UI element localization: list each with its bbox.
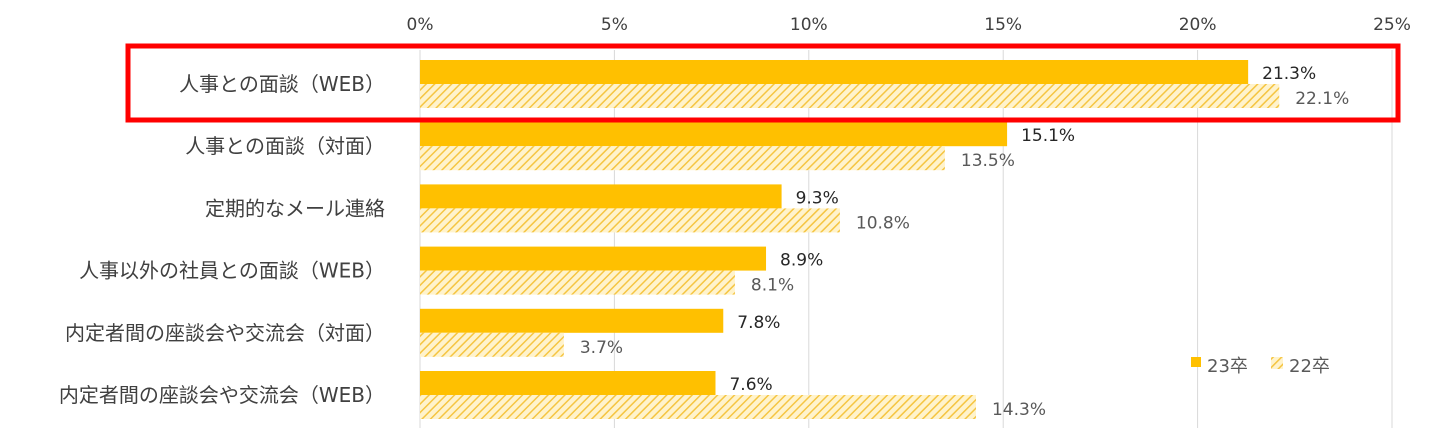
legend-swatch-23: [1191, 357, 1201, 367]
legend-swatch-22: [1271, 357, 1283, 369]
data-label-23: 9.3%: [796, 188, 839, 208]
tick-label: 25%: [1373, 15, 1411, 35]
legend-label-22: 22卒: [1289, 356, 1330, 377]
tick-label: 0%: [407, 15, 434, 35]
bar-22: [420, 84, 1280, 108]
bar-22: [420, 395, 976, 419]
category-label: 定期的なメール連絡: [205, 196, 385, 220]
legend: 23卒 22卒: [1191, 356, 1330, 377]
category-label: 人事との面談（対面）: [185, 134, 385, 158]
bar-23: [420, 122, 1008, 147]
data-label-22: 3.7%: [580, 338, 623, 358]
highlight-box: [125, 43, 1401, 123]
data-label-23: 8.9%: [780, 251, 823, 271]
bar-23: [420, 246, 767, 271]
bar-23: [420, 60, 1249, 84]
category-label: 人事との面談（WEB）: [179, 72, 385, 96]
data-label-23: 7.8%: [737, 313, 780, 333]
data-label-22: 10.8%: [856, 213, 910, 233]
data-label-22: 8.1%: [751, 276, 794, 296]
bars: [420, 60, 1280, 419]
data-label-22: 22.1%: [1295, 89, 1349, 109]
bar-23: [420, 184, 782, 209]
bar-22: [420, 146, 945, 171]
legend-label-23: 23卒: [1207, 356, 1248, 377]
bar-22: [420, 332, 564, 357]
bar-22: [420, 270, 735, 295]
data-label-23: 7.6%: [729, 375, 772, 395]
data-label-22: 13.5%: [961, 151, 1015, 171]
category-label: 内定者間の座談会や交流会（対面）: [65, 321, 385, 345]
bar-23: [420, 308, 724, 333]
category-label: 内定者間の座談会や交流会（WEB）: [59, 383, 385, 407]
data-labels: 21.3% 22.1% 15.1% 13.5% 9.3% 10.8% 8.9% 8.1% 7.8…: [580, 64, 1349, 420]
category-labels: 人事との面談（WEB） 人事との面談（対面） 定期的なメール連絡人事以外の社員との面…: [59, 72, 385, 407]
data-label-23: 21.3%: [1262, 64, 1316, 84]
bar-23: [420, 371, 716, 395]
tick-label: 20%: [1179, 15, 1217, 35]
data-label-23: 15.1%: [1021, 126, 1075, 146]
category-label: 人事以外の社員との面談（WEB）: [79, 259, 385, 283]
x-axis-ticks: 0% 5% 10% 15% 20% 25%: [407, 15, 1411, 35]
bar-22: [420, 208, 840, 233]
tick-label: 5%: [601, 15, 628, 35]
tick-label: 15%: [984, 15, 1022, 35]
data-label-22: 14.3%: [992, 400, 1046, 420]
tick-label: 10%: [790, 15, 828, 35]
gridlines: [419, 50, 1393, 428]
